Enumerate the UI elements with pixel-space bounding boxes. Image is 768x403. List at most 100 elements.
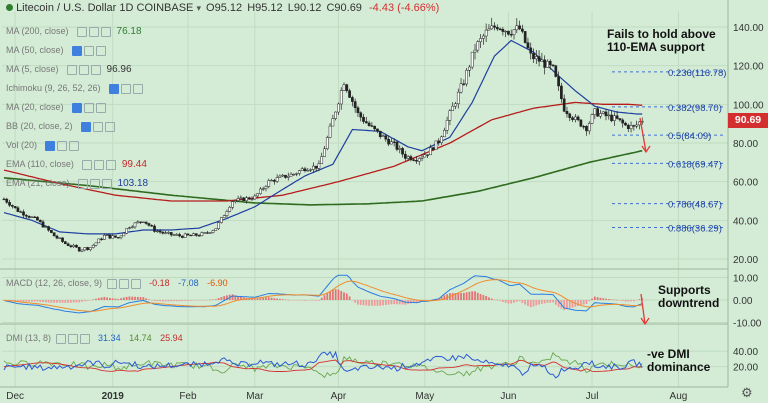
close-icon[interactable]: [69, 140, 80, 151]
candle-down: [284, 174, 287, 178]
settings-icon[interactable]: [89, 178, 100, 189]
settings-icon[interactable]: [120, 83, 131, 94]
candle-up: [479, 38, 482, 43]
candle-down: [529, 47, 533, 54]
macd-legend[interactable]: MACD (12, 26, close, 9) -0.18 -7.08 -6.9…: [6, 278, 228, 289]
macd-histogram-bar: [345, 293, 348, 300]
settings-icon[interactable]: [57, 140, 68, 151]
close-icon[interactable]: [105, 159, 116, 170]
dmi-legend[interactable]: DMI (13, 8) 31.34 14.74 25.94: [6, 333, 183, 344]
macd-histogram-bar: [577, 300, 580, 306]
visibility-icon[interactable]: [106, 278, 117, 289]
settings-chevron-icon[interactable]: ▾: [196, 3, 201, 13]
visibility-icon[interactable]: [71, 45, 82, 56]
macd-histogram-bar: [111, 298, 114, 300]
macd-histogram-bar: [376, 300, 379, 306]
candle-down: [364, 121, 368, 124]
candle-up: [203, 232, 207, 234]
macd-histogram-bar: [329, 291, 331, 300]
candle-down: [412, 159, 416, 161]
settings-icon[interactable]: [67, 333, 78, 344]
close-icon[interactable]: [130, 278, 141, 289]
candle-down: [194, 233, 198, 236]
visibility-icon[interactable]: [66, 64, 77, 75]
candle-down: [582, 126, 586, 128]
candle-down: [181, 235, 184, 238]
settings-icon[interactable]: [83, 102, 94, 113]
macd-histogram-bar: [368, 300, 370, 306]
macd-histogram-bar: [44, 300, 47, 303]
macd-histogram-bar: [563, 300, 566, 311]
macd-histogram-bar: [599, 297, 602, 300]
indicator-label: EMA (21, close): [6, 178, 70, 188]
close-icon[interactable]: [104, 121, 115, 132]
indicator-row[interactable]: Ichimoku (9, 26, 52, 26): [6, 83, 143, 94]
macd-histogram-bar: [309, 300, 312, 301]
close-icon[interactable]: [90, 64, 101, 75]
candle-down: [437, 140, 441, 144]
macd-histogram-bar: [273, 298, 276, 300]
macd-histogram-bar: [136, 296, 139, 300]
settings-icon[interactable]: [78, 64, 89, 75]
visibility-icon[interactable]: [81, 159, 92, 170]
macd-histogram-bar: [192, 300, 195, 301]
candle-down: [52, 232, 56, 237]
indicator-value: 99.44: [121, 159, 147, 170]
candle-up: [136, 221, 140, 224]
visibility-icon[interactable]: [108, 83, 119, 94]
candle-up: [214, 228, 218, 231]
settings-icon[interactable]: [88, 26, 99, 37]
indicator-row[interactable]: EMA (21, close) 103.18: [6, 178, 148, 189]
chart-header[interactable]: Litecoin / U.S. Dollar 1D COINBASE ▾ O95…: [6, 2, 439, 14]
visibility-icon[interactable]: [71, 102, 82, 113]
macd-histogram-bar: [331, 289, 334, 300]
close-icon[interactable]: [79, 333, 90, 344]
macd-pane: [3, 274, 644, 314]
indicator-row[interactable]: EMA (110, close) 99.44: [6, 159, 147, 170]
macd-histogram-bar: [490, 298, 493, 300]
visibility-icon[interactable]: [45, 140, 56, 151]
dmi-minus-line: [3, 351, 643, 379]
macd-histogram-bar: [58, 300, 61, 303]
settings-icon[interactable]: [83, 45, 94, 56]
visibility-icon[interactable]: [77, 178, 88, 189]
settings-icon[interactable]: [118, 278, 129, 289]
close-icon[interactable]: [100, 26, 111, 37]
candle-up: [222, 215, 226, 218]
candle-up: [231, 201, 234, 208]
indicator-row[interactable]: MA (200, close) 76.18: [6, 26, 142, 37]
indicator-row[interactable]: Vol (20): [6, 140, 80, 151]
candle-up: [220, 217, 223, 223]
visibility-icon[interactable]: [55, 333, 66, 344]
candle-up: [454, 103, 457, 107]
indicator-row[interactable]: MA (20, close): [6, 102, 106, 113]
indicator-row[interactable]: MA (5, close) 96.96: [6, 64, 132, 75]
settings-icon[interactable]: [93, 159, 104, 170]
visibility-icon[interactable]: [80, 121, 91, 132]
candle-down: [395, 141, 399, 150]
macd-histogram-bar: [379, 300, 382, 306]
close-icon[interactable]: [101, 178, 112, 189]
candle-down: [543, 59, 547, 68]
macd-histogram-bar: [362, 300, 365, 306]
candles: [2, 17, 644, 253]
macd-histogram-bar: [153, 300, 156, 302]
gear-icon[interactable]: ⚙: [741, 385, 753, 400]
macd-histogram-bar: [485, 295, 488, 300]
candle-down: [562, 98, 566, 112]
interval-label[interactable]: 1D: [119, 2, 134, 14]
indicator-row[interactable]: BB (20, close, 2): [6, 121, 115, 132]
candle-down: [551, 64, 555, 67]
symbol-name[interactable]: Litecoin / U.S. Dollar: [16, 2, 117, 14]
indicator-row[interactable]: MA (50, close): [6, 45, 106, 56]
macd-histogram-bar: [164, 300, 167, 302]
close-icon[interactable]: [95, 102, 106, 113]
settings-icon[interactable]: [92, 121, 103, 132]
candle-down: [426, 154, 429, 156]
candle-up: [337, 103, 340, 113]
candle-up: [125, 228, 128, 234]
close-icon[interactable]: [95, 45, 106, 56]
ema110-line: [3, 101, 643, 202]
visibility-icon[interactable]: [76, 26, 87, 37]
close-icon[interactable]: [132, 83, 143, 94]
